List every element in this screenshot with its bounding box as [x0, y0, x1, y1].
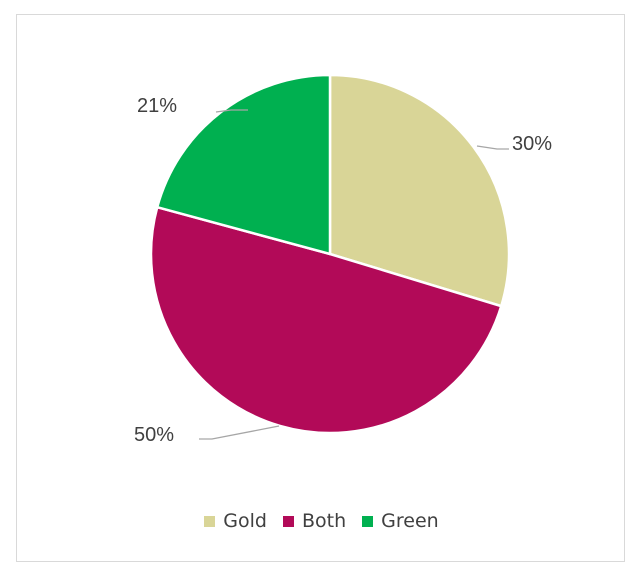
pie-slice-both	[149, 205, 503, 435]
legend-item-green: Green	[362, 510, 439, 532]
pie-labels: 30% 50% 21%	[134, 95, 552, 446]
legend-label-green: Green	[381, 510, 439, 532]
leader-line-green	[215, 109, 248, 113]
legend-label-both: Both	[301, 510, 347, 532]
legend-swatch-both	[282, 515, 294, 527]
legend-item-gold: Gold	[204, 510, 267, 532]
pie-slice-gold	[328, 73, 511, 308]
legend-item-both: Both	[282, 510, 347, 532]
data-label-gold: 30%	[512, 133, 552, 155]
legend-swatch-green	[362, 515, 374, 527]
data-label-both: 50%	[134, 424, 174, 446]
data-label-green: 21%	[137, 95, 177, 117]
legend-label-gold: Gold	[223, 510, 267, 532]
leader-line-both	[199, 425, 280, 440]
legend-swatch-gold	[204, 515, 216, 527]
leader-line-gold	[476, 145, 509, 150]
legend: Gold Both Green	[0, 510, 643, 532]
pie-slices	[149, 73, 511, 435]
